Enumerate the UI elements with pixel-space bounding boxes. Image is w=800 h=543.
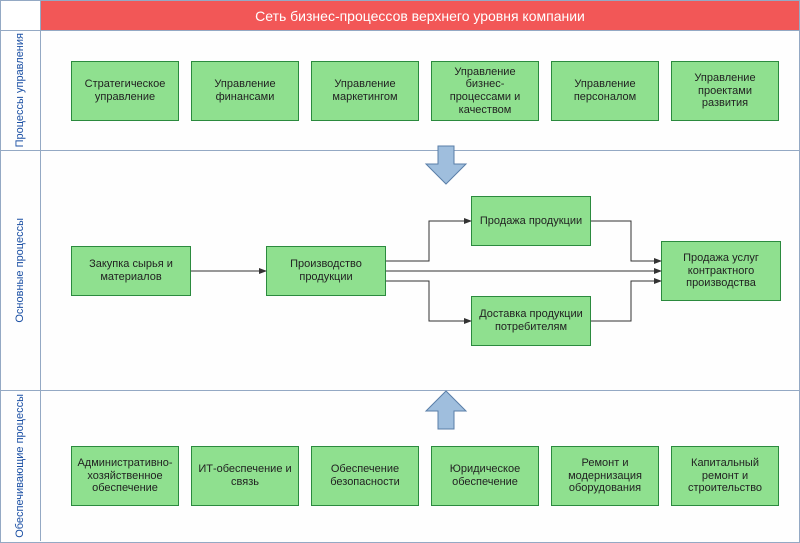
process-box-m5: Управление персоналом [551, 61, 659, 121]
process-box-c2: Производство продукции [266, 246, 386, 296]
side-label-core: Основные процессы [1, 151, 41, 390]
side-label-core-text: Основные процессы [14, 218, 26, 323]
process-box-m6: Управление проектами развития [671, 61, 779, 121]
content-support: Административно-хозяйственное обеспечени… [41, 391, 799, 541]
edge-c4-c5 [591, 281, 661, 321]
process-box-s4: Юридическое обеспечение [431, 446, 539, 506]
diagram-title: Сеть бизнес-процессов верхнего уровня ко… [41, 1, 799, 31]
content-management: Стратегическое управлениеУправление фина… [41, 31, 799, 150]
process-box-s2: ИТ-обеспечение и связь [191, 446, 299, 506]
process-box-m2: Управление финансами [191, 61, 299, 121]
process-box-s1: Административно-хозяйственное обеспечени… [71, 446, 179, 506]
process-box-s5: Ремонт и модернизация оборудования [551, 446, 659, 506]
side-label-management: Процессы управления [1, 31, 41, 150]
row-support: Обеспечивающие процессы Административно-… [1, 391, 799, 541]
side-label-support-text: Обеспечивающие процессы [14, 394, 26, 538]
process-box-m1: Стратегическое управление [71, 61, 179, 121]
process-box-c5: Продажа услуг контрактного производства [661, 241, 781, 301]
process-box-c1: Закупка сырья и материалов [71, 246, 191, 296]
edge-c2-c4 [386, 281, 471, 321]
title-side-gap [1, 1, 41, 31]
side-label-support: Обеспечивающие процессы [1, 391, 41, 541]
process-box-c4: Доставка продукции потребителям [471, 296, 591, 346]
process-box-m4: Управление бизнес-процессами и качеством [431, 61, 539, 121]
edge-c3-c5 [591, 221, 661, 261]
content-core: Закупка сырья и материалов Производство п… [41, 151, 799, 390]
process-box-s6: Капитальный ремонт и строительство [671, 446, 779, 506]
edge-c2-c3 [386, 221, 471, 261]
big-arrow-1 [426, 391, 466, 431]
process-box-c3: Продажа продукции [471, 196, 591, 246]
process-box-s3: Обеспечение безопасности [311, 446, 419, 506]
side-label-management-text: Процессы управления [14, 33, 26, 147]
row-core: Основные процессы Закупка сырья и матери… [1, 151, 799, 391]
row-management: Процессы управления Стратегическое управ… [1, 31, 799, 151]
process-network-diagram: Сеть бизнес-процессов верхнего уровня ко… [0, 0, 800, 543]
process-box-m3: Управление маркетингом [311, 61, 419, 121]
big-arrow-0 [426, 146, 466, 186]
